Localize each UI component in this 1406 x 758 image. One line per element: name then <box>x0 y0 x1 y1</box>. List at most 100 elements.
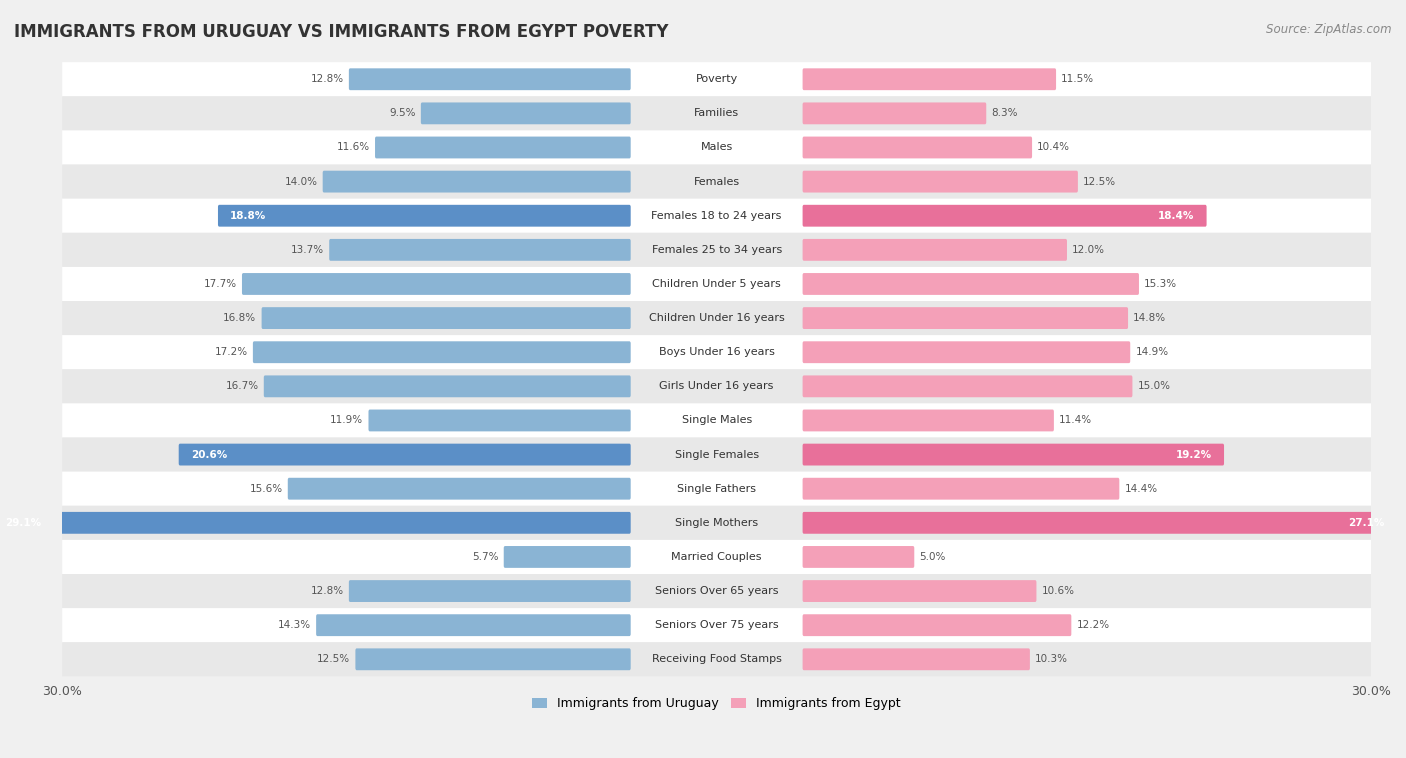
Text: IMMIGRANTS FROM URUGUAY VS IMMIGRANTS FROM EGYPT POVERTY: IMMIGRANTS FROM URUGUAY VS IMMIGRANTS FR… <box>14 23 669 41</box>
Text: Children Under 5 years: Children Under 5 years <box>652 279 780 289</box>
Text: Source: ZipAtlas.com: Source: ZipAtlas.com <box>1267 23 1392 36</box>
FancyBboxPatch shape <box>356 648 631 670</box>
FancyBboxPatch shape <box>803 580 1036 602</box>
FancyBboxPatch shape <box>253 341 631 363</box>
Text: Families: Families <box>695 108 740 118</box>
Text: Girls Under 16 years: Girls Under 16 years <box>659 381 773 391</box>
Text: Single Males: Single Males <box>682 415 752 425</box>
Text: 10.4%: 10.4% <box>1038 143 1070 152</box>
FancyBboxPatch shape <box>62 267 1371 301</box>
FancyBboxPatch shape <box>803 273 1139 295</box>
FancyBboxPatch shape <box>349 580 631 602</box>
FancyBboxPatch shape <box>803 478 1119 500</box>
FancyBboxPatch shape <box>803 341 1130 363</box>
FancyBboxPatch shape <box>0 512 631 534</box>
FancyBboxPatch shape <box>62 335 1371 369</box>
Text: Married Couples: Married Couples <box>672 552 762 562</box>
FancyBboxPatch shape <box>62 574 1371 608</box>
Text: 12.0%: 12.0% <box>1073 245 1105 255</box>
FancyBboxPatch shape <box>803 512 1396 534</box>
Text: 18.8%: 18.8% <box>231 211 266 221</box>
Text: 17.7%: 17.7% <box>204 279 236 289</box>
FancyBboxPatch shape <box>323 171 631 193</box>
Text: 12.2%: 12.2% <box>1077 620 1109 630</box>
Text: 12.8%: 12.8% <box>311 586 343 596</box>
Text: 12.8%: 12.8% <box>311 74 343 84</box>
FancyBboxPatch shape <box>803 614 1071 636</box>
Text: Females 18 to 24 years: Females 18 to 24 years <box>651 211 782 221</box>
Text: 5.0%: 5.0% <box>920 552 946 562</box>
Text: 8.3%: 8.3% <box>991 108 1018 118</box>
Text: Seniors Over 65 years: Seniors Over 65 years <box>655 586 779 596</box>
FancyBboxPatch shape <box>803 239 1067 261</box>
Text: 5.7%: 5.7% <box>472 552 499 562</box>
Text: 11.4%: 11.4% <box>1059 415 1092 425</box>
FancyBboxPatch shape <box>803 102 986 124</box>
Text: 20.6%: 20.6% <box>191 449 228 459</box>
FancyBboxPatch shape <box>803 68 1056 90</box>
FancyBboxPatch shape <box>62 437 1371 471</box>
FancyBboxPatch shape <box>242 273 631 295</box>
Text: 16.8%: 16.8% <box>224 313 256 323</box>
Text: 13.7%: 13.7% <box>291 245 323 255</box>
Text: 10.3%: 10.3% <box>1035 654 1069 664</box>
Text: 27.1%: 27.1% <box>1348 518 1384 528</box>
FancyBboxPatch shape <box>62 403 1371 437</box>
FancyBboxPatch shape <box>503 546 631 568</box>
Text: 14.9%: 14.9% <box>1136 347 1168 357</box>
FancyBboxPatch shape <box>288 478 631 500</box>
FancyBboxPatch shape <box>62 233 1371 267</box>
FancyBboxPatch shape <box>803 409 1054 431</box>
Text: Poverty: Poverty <box>696 74 738 84</box>
FancyBboxPatch shape <box>803 648 1029 670</box>
FancyBboxPatch shape <box>62 369 1371 403</box>
FancyBboxPatch shape <box>349 68 631 90</box>
FancyBboxPatch shape <box>803 205 1206 227</box>
FancyBboxPatch shape <box>218 205 631 227</box>
Text: 11.5%: 11.5% <box>1062 74 1094 84</box>
Text: Single Mothers: Single Mothers <box>675 518 758 528</box>
Text: Boys Under 16 years: Boys Under 16 years <box>658 347 775 357</box>
FancyBboxPatch shape <box>264 375 631 397</box>
Text: 10.6%: 10.6% <box>1042 586 1074 596</box>
FancyBboxPatch shape <box>803 443 1225 465</box>
Legend: Immigrants from Uruguay, Immigrants from Egypt: Immigrants from Uruguay, Immigrants from… <box>527 692 905 715</box>
Text: 19.2%: 19.2% <box>1175 449 1212 459</box>
FancyBboxPatch shape <box>179 443 631 465</box>
FancyBboxPatch shape <box>62 642 1371 676</box>
Text: 14.8%: 14.8% <box>1133 313 1167 323</box>
FancyBboxPatch shape <box>62 471 1371 506</box>
Text: 14.4%: 14.4% <box>1125 484 1157 493</box>
FancyBboxPatch shape <box>803 307 1128 329</box>
FancyBboxPatch shape <box>62 164 1371 199</box>
FancyBboxPatch shape <box>803 171 1078 193</box>
FancyBboxPatch shape <box>62 62 1371 96</box>
FancyBboxPatch shape <box>62 540 1371 574</box>
FancyBboxPatch shape <box>368 409 631 431</box>
Text: 18.4%: 18.4% <box>1159 211 1194 221</box>
Text: 11.6%: 11.6% <box>336 143 370 152</box>
Text: Single Females: Single Females <box>675 449 759 459</box>
FancyBboxPatch shape <box>62 301 1371 335</box>
FancyBboxPatch shape <box>316 614 631 636</box>
Text: 16.7%: 16.7% <box>225 381 259 391</box>
Text: Seniors Over 75 years: Seniors Over 75 years <box>655 620 779 630</box>
Text: 12.5%: 12.5% <box>1083 177 1116 186</box>
Text: Males: Males <box>700 143 733 152</box>
Text: Children Under 16 years: Children Under 16 years <box>648 313 785 323</box>
Text: Females 25 to 34 years: Females 25 to 34 years <box>651 245 782 255</box>
FancyBboxPatch shape <box>62 96 1371 130</box>
FancyBboxPatch shape <box>803 136 1032 158</box>
Text: 11.9%: 11.9% <box>330 415 363 425</box>
Text: 15.3%: 15.3% <box>1144 279 1177 289</box>
Text: 9.5%: 9.5% <box>389 108 416 118</box>
Text: 15.6%: 15.6% <box>249 484 283 493</box>
FancyBboxPatch shape <box>62 130 1371 164</box>
Text: Receiving Food Stamps: Receiving Food Stamps <box>652 654 782 664</box>
FancyBboxPatch shape <box>375 136 631 158</box>
FancyBboxPatch shape <box>803 546 914 568</box>
Text: 29.1%: 29.1% <box>6 518 42 528</box>
Text: 14.3%: 14.3% <box>278 620 311 630</box>
Text: 17.2%: 17.2% <box>215 347 247 357</box>
FancyBboxPatch shape <box>62 608 1371 642</box>
